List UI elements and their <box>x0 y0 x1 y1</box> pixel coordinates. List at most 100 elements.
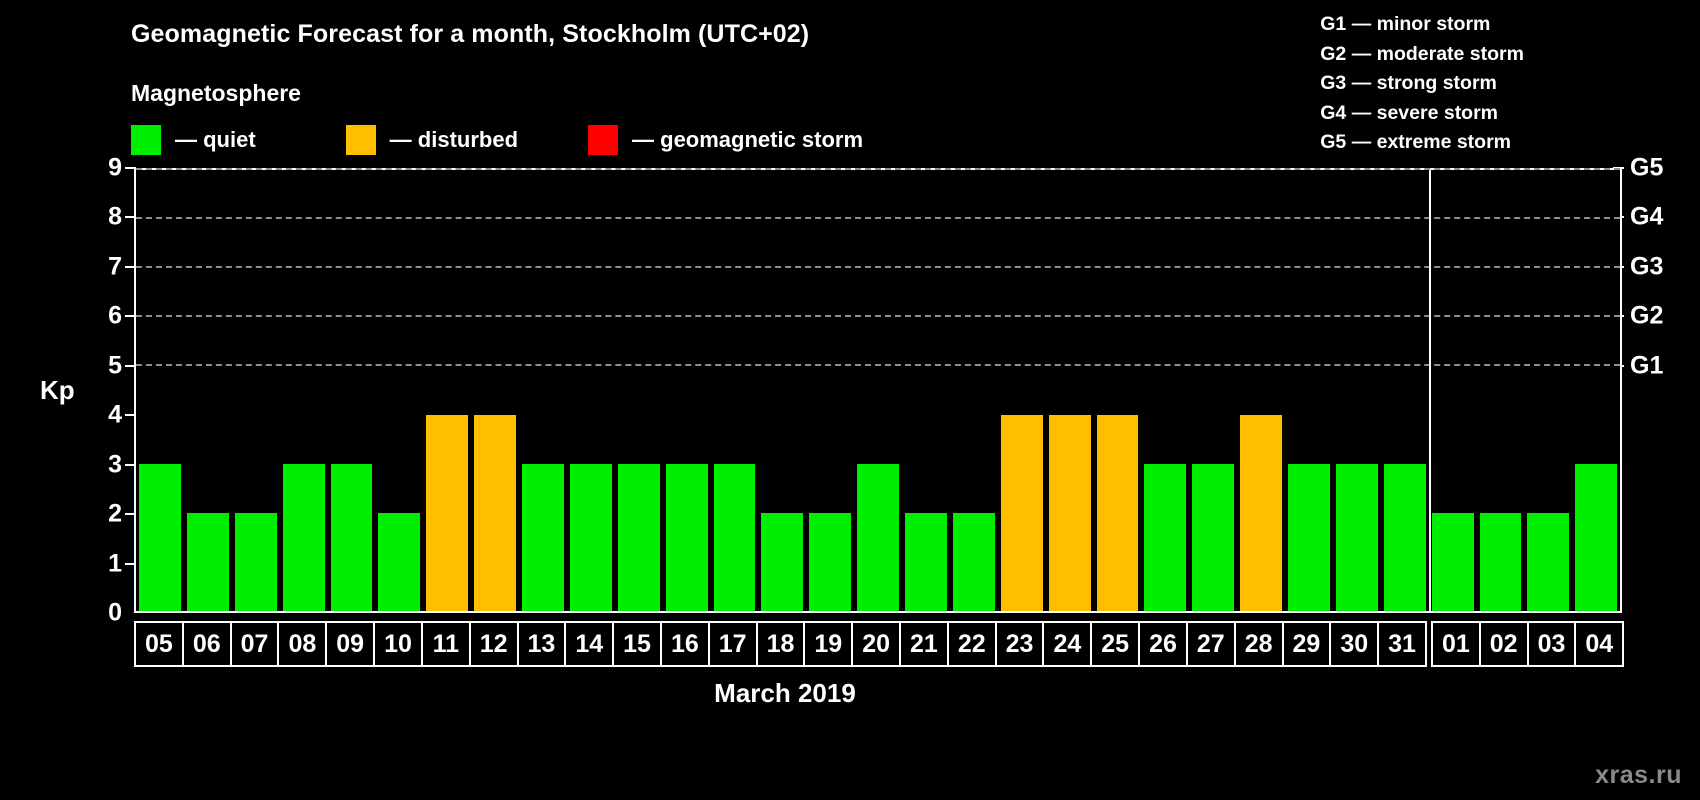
day-label-30[interactable]: 30 <box>1329 621 1380 667</box>
day-label-18[interactable]: 18 <box>755 621 806 667</box>
day-label-20[interactable]: 20 <box>851 621 901 667</box>
day-label-15[interactable]: 15 <box>612 621 662 667</box>
day-label-10[interactable]: 10 <box>373 621 423 667</box>
bar-cell[interactable] <box>854 170 902 611</box>
bar-cell[interactable] <box>902 170 950 611</box>
bar-07[interactable] <box>234 513 277 611</box>
bar-28[interactable] <box>1240 415 1282 611</box>
day-label-22[interactable]: 22 <box>946 621 997 667</box>
bar-cell[interactable] <box>232 170 280 611</box>
day-label-31[interactable]: 31 <box>1377 621 1427 667</box>
bar-08[interactable] <box>282 464 325 611</box>
bar-cell[interactable] <box>711 170 759 611</box>
bar-15[interactable] <box>617 464 660 611</box>
day-label-01[interactable]: 01 <box>1430 621 1481 667</box>
bar-25[interactable] <box>1096 415 1139 611</box>
g-tick-label-g3: G3 <box>1630 252 1664 281</box>
bar-13[interactable] <box>522 464 564 611</box>
bar-04[interactable] <box>1575 464 1618 611</box>
day-label-07[interactable]: 07 <box>229 621 280 667</box>
bar-23[interactable] <box>1000 415 1043 611</box>
bar-31[interactable] <box>1383 464 1426 611</box>
day-label-03[interactable]: 03 <box>1526 621 1577 667</box>
bar-01[interactable] <box>1431 513 1474 611</box>
legend-item-disturbed: — disturbed <box>345 125 518 155</box>
bar-11[interactable] <box>426 415 469 611</box>
bar-16[interactable] <box>665 464 708 611</box>
bar-cell[interactable] <box>1285 170 1333 611</box>
day-label-02[interactable]: 02 <box>1478 621 1529 667</box>
bar-cell[interactable] <box>1333 170 1381 611</box>
bar-17[interactable] <box>713 464 756 611</box>
bar-cell[interactable] <box>663 170 711 611</box>
bar-cell[interactable] <box>1141 170 1189 611</box>
day-label-16[interactable]: 16 <box>659 621 710 667</box>
bar-cell[interactable] <box>1381 170 1429 611</box>
bar-cell[interactable] <box>423 170 471 611</box>
bar-24[interactable] <box>1048 415 1091 611</box>
bar-20[interactable] <box>857 464 899 611</box>
bar-cell[interactable] <box>471 170 519 611</box>
bar-03[interactable] <box>1527 513 1570 611</box>
bar-12[interactable] <box>474 415 516 611</box>
day-label-08[interactable]: 08 <box>277 621 328 667</box>
bar-26[interactable] <box>1144 464 1187 611</box>
day-label-24[interactable]: 24 <box>1042 621 1093 667</box>
bar-cell[interactable] <box>567 170 615 611</box>
bar-cell[interactable] <box>1237 170 1285 611</box>
bar-cell[interactable] <box>1477 170 1525 611</box>
day-label-17[interactable]: 17 <box>707 621 758 667</box>
day-label-19[interactable]: 19 <box>803 621 854 667</box>
bar-cell[interactable] <box>280 170 328 611</box>
bar-cell[interactable] <box>615 170 663 611</box>
bar-cell[interactable] <box>758 170 806 611</box>
chart-subtitle: Magnetosphere <box>131 80 301 106</box>
bar-cell[interactable] <box>1094 170 1142 611</box>
bar-cell[interactable] <box>1189 170 1237 611</box>
day-label-21[interactable]: 21 <box>899 621 949 667</box>
bar-10[interactable] <box>378 513 421 611</box>
bar-18[interactable] <box>761 513 804 611</box>
bar-cell[interactable] <box>328 170 376 611</box>
bar-14[interactable] <box>569 464 612 611</box>
day-label-05[interactable]: 05 <box>134 621 184 667</box>
bar-cell[interactable] <box>1572 170 1620 611</box>
day-label-28[interactable]: 28 <box>1233 621 1284 667</box>
bar-cell[interactable] <box>519 170 567 611</box>
bar-cell[interactable] <box>136 170 184 611</box>
day-label-14[interactable]: 14 <box>564 621 615 667</box>
bar-02[interactable] <box>1479 513 1522 611</box>
bar-09[interactable] <box>330 464 373 611</box>
bar-29[interactable] <box>1288 464 1330 611</box>
bar-27[interactable] <box>1192 464 1235 611</box>
bar-05[interactable] <box>139 464 181 611</box>
day-label-13[interactable]: 13 <box>516 621 567 667</box>
bar-30[interactable] <box>1335 464 1378 611</box>
bar-cell[interactable] <box>806 170 854 611</box>
y-tick-label-0: 0 <box>108 598 122 627</box>
day-label-25[interactable]: 25 <box>1090 621 1141 667</box>
y-tick-mark-9 <box>125 167 136 169</box>
bar-cell[interactable] <box>184 170 232 611</box>
bar-cell[interactable] <box>1524 170 1572 611</box>
bar-cell[interactable] <box>998 170 1046 611</box>
day-label-09[interactable]: 09 <box>325 621 376 667</box>
bar-19[interactable] <box>809 513 852 611</box>
day-label-04[interactable]: 04 <box>1574 621 1625 667</box>
bar-06[interactable] <box>186 513 229 611</box>
bar-cell[interactable] <box>1046 170 1094 611</box>
bar-22[interactable] <box>952 513 995 611</box>
legend-label-storm: — geomagnetic storm <box>632 127 864 152</box>
day-label-06[interactable]: 06 <box>181 621 232 667</box>
day-label-11[interactable]: 11 <box>420 621 471 667</box>
bar-cell[interactable] <box>1429 170 1477 611</box>
day-label-29[interactable]: 29 <box>1281 621 1332 667</box>
day-label-26[interactable]: 26 <box>1138 621 1188 667</box>
bar-cell[interactable] <box>950 170 998 611</box>
day-label-23[interactable]: 23 <box>994 621 1045 667</box>
bar-cell[interactable] <box>375 170 423 611</box>
day-label-12[interactable]: 12 <box>468 621 519 667</box>
day-label-27[interactable]: 27 <box>1185 621 1236 667</box>
bar-21[interactable] <box>905 513 947 611</box>
